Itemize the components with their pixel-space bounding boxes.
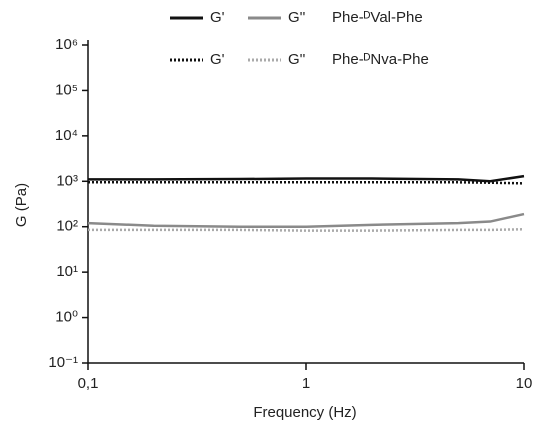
y-tick-label: 10⁶ <box>55 36 78 53</box>
y-tick-label: 10⁵ <box>55 81 78 98</box>
x-tick-label: 10 <box>516 375 533 392</box>
legend-group-label: Phe-ᴰVal-Phe <box>332 9 423 26</box>
legend-label: G' <box>210 9 225 26</box>
series-line <box>88 181 525 185</box>
x-tick-label: 0,1 <box>78 375 99 392</box>
x-axis-title: Frequency (Hz) <box>253 404 356 421</box>
y-tick-label: 10⁰ <box>55 309 78 326</box>
series-line <box>88 174 525 183</box>
axes <box>87 40 524 364</box>
series-line <box>87 212 525 228</box>
y-tick-label: 10² <box>56 218 78 235</box>
y-tick-label: 10⁴ <box>55 127 78 144</box>
legend-label: G' <box>210 51 225 68</box>
legend-label: G'' <box>288 51 306 68</box>
x-tick-label: 1 <box>302 375 310 392</box>
series-line <box>88 227 525 232</box>
y-tick-label: 10⁻¹ <box>48 354 78 371</box>
y-tick-label: 10³ <box>56 172 78 189</box>
legend-label: G'' <box>288 9 306 26</box>
y-tick-label: 10¹ <box>56 263 78 280</box>
y-axis-title: G (Pa) <box>13 183 30 227</box>
legend-group-label: Phe-ᴰNva-Phe <box>332 51 429 68</box>
